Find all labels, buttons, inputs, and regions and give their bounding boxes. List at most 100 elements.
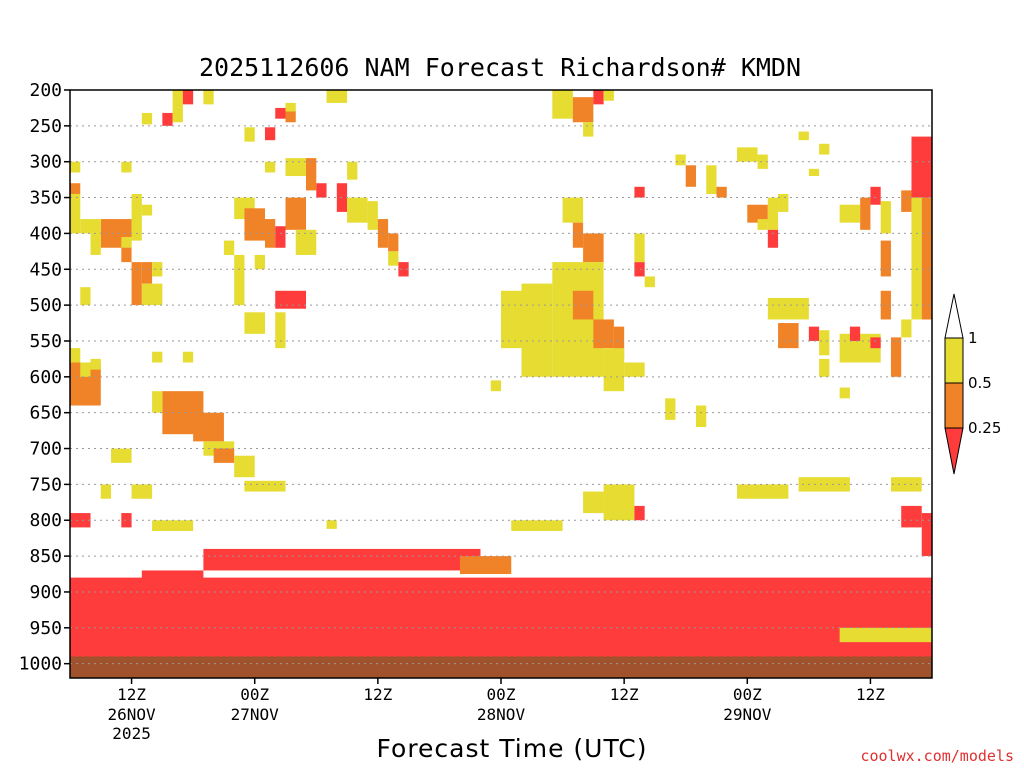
ri-cell — [675, 154, 686, 166]
ri-cell — [141, 262, 153, 284]
ground-fill — [70, 656, 932, 678]
ri-cell — [562, 197, 584, 223]
y-tick-label: 400 — [29, 223, 62, 244]
y-tick-label: 750 — [29, 474, 62, 495]
ri-cell — [388, 233, 399, 252]
ri-cell — [131, 484, 153, 499]
x-tick-date: 26NOV — [107, 705, 156, 724]
ri-cell — [141, 112, 153, 125]
ri-cell — [572, 97, 594, 123]
ri-cell — [264, 161, 276, 173]
ri-cell — [634, 505, 645, 521]
ri-cell — [90, 233, 101, 255]
ri-cell — [685, 165, 696, 187]
y-tick-label: 800 — [29, 510, 62, 531]
ri-cell — [326, 90, 348, 103]
ri-cell — [778, 193, 789, 212]
ri-cell — [203, 548, 481, 571]
ri-cell — [798, 477, 850, 492]
ri-cell — [603, 484, 635, 521]
legend-arrow-low — [944, 427, 964, 475]
ri-cell — [285, 110, 296, 123]
ri-cell — [388, 251, 399, 266]
ri-cell — [583, 233, 604, 263]
y-axis: 200 250 300 350 400 450 500 550 600 650 700 750 800 8… — [19, 80, 70, 675]
x-tick-label: 12Z — [610, 685, 639, 704]
ri-cell — [757, 219, 768, 230]
credit-text: coolwx.com/models — [860, 747, 1014, 765]
ri-cell — [501, 290, 522, 349]
ri-cell — [839, 627, 932, 643]
ri-cell — [634, 262, 645, 277]
ri-cell — [70, 161, 81, 173]
ri-cell — [254, 254, 265, 270]
ri-cell — [747, 204, 768, 223]
ri-cell — [737, 484, 789, 499]
ri-cell — [100, 484, 112, 499]
ri-cell — [890, 337, 902, 377]
ri-cell — [244, 208, 265, 241]
ri-cell — [737, 147, 758, 162]
ri-cell — [572, 222, 584, 248]
ri-cell — [398, 262, 409, 277]
legend-swatch — [944, 337, 964, 384]
y-tick-label: 200 — [29, 80, 62, 101]
ri-cell — [316, 183, 327, 198]
ri-cell — [70, 348, 81, 363]
x-tick-date: 28NOV — [477, 705, 526, 724]
ri-cell — [162, 112, 173, 126]
ri-cell — [347, 161, 358, 180]
ri-cell — [172, 90, 183, 108]
ri-cell — [275, 226, 286, 248]
ri-cell — [839, 387, 850, 399]
legend-label: 1 — [968, 329, 978, 347]
ri-cell — [80, 287, 91, 306]
ri-cell — [716, 186, 727, 198]
ri-cell — [911, 136, 932, 198]
ri-cell — [767, 197, 779, 230]
ri-cell — [70, 513, 91, 528]
ground-layer — [70, 656, 932, 678]
ri-cell — [767, 297, 809, 320]
ri-cell — [901, 505, 922, 528]
ri-cell — [285, 197, 307, 230]
ri-cell — [880, 290, 891, 320]
x-tick-label: 00Z — [487, 685, 516, 704]
x-tick-date: 29NOV — [723, 705, 772, 724]
ri-cell — [70, 183, 81, 194]
ri-cell — [223, 240, 235, 255]
ri-cell — [459, 556, 512, 575]
y-tick-label: 700 — [29, 439, 62, 460]
ri-cell — [613, 326, 625, 359]
ri-cell — [326, 520, 337, 529]
ri-cell — [264, 219, 276, 248]
ri-cell — [706, 165, 717, 194]
legend-label: 0.5 — [968, 374, 992, 392]
ri-cell — [819, 358, 830, 377]
ri-cell — [808, 326, 820, 341]
ri-cell — [111, 448, 132, 463]
ri-cell — [70, 193, 81, 234]
y-tick-label: 300 — [29, 152, 62, 173]
ri-cell — [901, 190, 912, 212]
ri-cell — [182, 90, 194, 105]
ri-cell — [798, 131, 809, 141]
ri-cell — [839, 204, 861, 223]
ri-cell — [141, 204, 153, 216]
x-tick-year: 2025 — [112, 724, 151, 743]
y-tick-label: 950 — [29, 618, 62, 639]
y-tick-label: 1000 — [19, 654, 62, 675]
ri-cell — [275, 312, 286, 349]
ri-cell — [890, 477, 922, 492]
ri-cell — [767, 229, 779, 248]
ri-cell — [182, 351, 194, 363]
ri-cell — [285, 102, 296, 112]
ri-cell — [572, 290, 594, 320]
ri-cell — [203, 90, 214, 105]
y-tick-label: 900 — [29, 582, 62, 603]
ri-cell — [644, 276, 655, 288]
legend-label: 0.25 — [968, 419, 1001, 437]
ri-cell — [121, 513, 132, 528]
